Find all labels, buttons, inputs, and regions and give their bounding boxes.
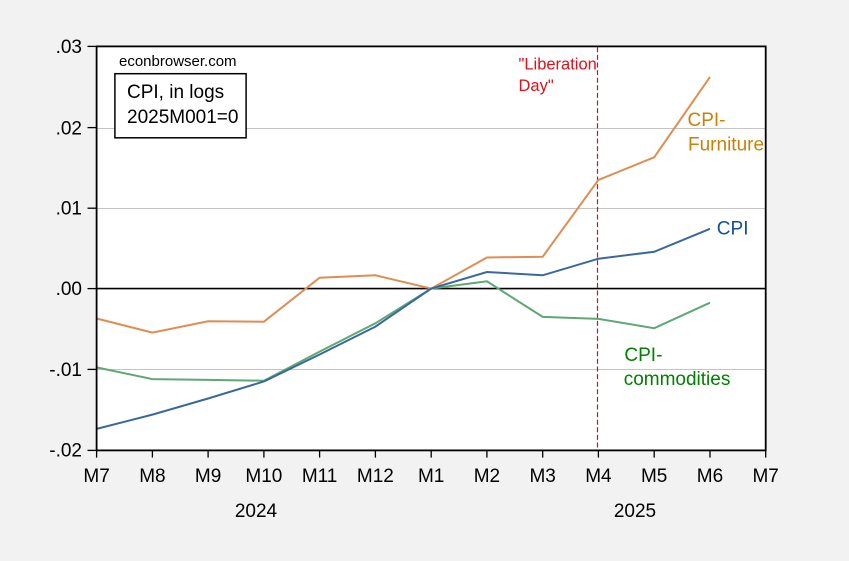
- svg-text:M8: M8: [139, 466, 165, 487]
- svg-text:CPI-: CPI-: [624, 345, 662, 366]
- svg-text:M7: M7: [752, 466, 778, 487]
- svg-text:econbrowser.com: econbrowser.com: [119, 53, 237, 70]
- svg-text:CPI: CPI: [717, 219, 749, 240]
- svg-text:M10: M10: [245, 466, 282, 487]
- svg-text:M12: M12: [357, 466, 394, 487]
- svg-text:M6: M6: [697, 466, 723, 487]
- svg-text:M9: M9: [195, 466, 221, 487]
- svg-text:"Liberation: "Liberation: [519, 56, 597, 74]
- svg-text:-.02: -.02: [49, 440, 82, 461]
- svg-text:CPI, in logs: CPI, in logs: [127, 82, 224, 103]
- svg-text:-.01: -.01: [49, 360, 82, 381]
- svg-text:M4: M4: [585, 466, 612, 487]
- svg-text:Furniture: Furniture: [688, 135, 764, 156]
- svg-text:2025: 2025: [614, 501, 656, 522]
- svg-text:.00: .00: [56, 279, 82, 300]
- svg-text:2025M001=0: 2025M001=0: [127, 107, 238, 128]
- svg-text:M5: M5: [641, 466, 667, 487]
- svg-text:2024: 2024: [235, 501, 278, 522]
- svg-text:M11: M11: [302, 466, 338, 487]
- svg-text:CPI-: CPI-: [688, 110, 726, 131]
- svg-text:.03: .03: [56, 37, 82, 58]
- svg-text:M2: M2: [474, 466, 500, 487]
- svg-text:M7: M7: [83, 466, 109, 487]
- svg-text:.01: .01: [56, 199, 82, 220]
- svg-text:commodities: commodities: [624, 369, 731, 390]
- svg-text:M3: M3: [529, 466, 555, 487]
- svg-text:M1: M1: [418, 466, 444, 487]
- svg-text:.02: .02: [56, 119, 82, 140]
- svg-text:Day": Day": [519, 77, 554, 95]
